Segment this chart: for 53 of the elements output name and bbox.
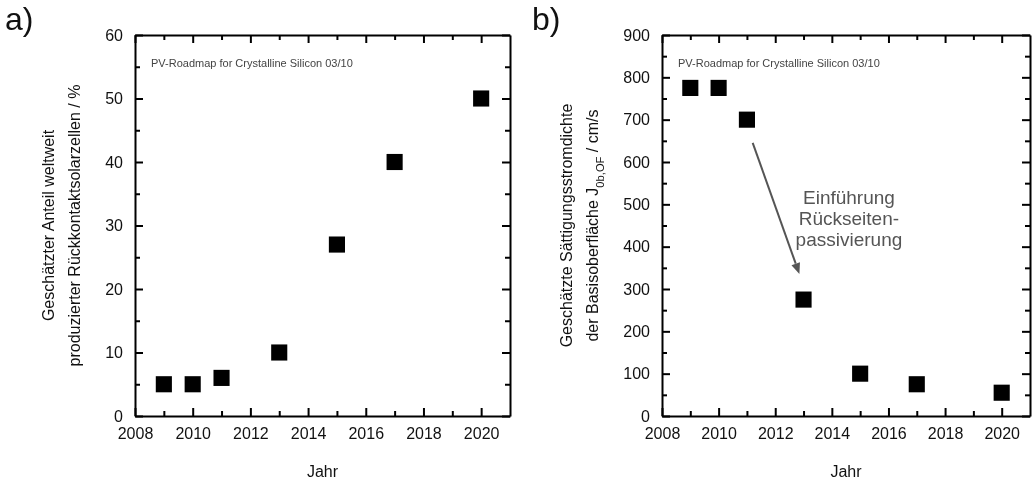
point: [908, 376, 925, 393]
y-axis-title: Geschätzter Anteil weltweit produzierter Rückkontaktsolarzellen / %: [40, 84, 84, 367]
y-tick-label: 200: [623, 322, 651, 340]
y-tick-label: 800: [623, 68, 651, 86]
y-tick-label: 20: [105, 280, 124, 298]
y-tick-label: 300: [623, 280, 651, 298]
y-tick-label: 600: [623, 153, 651, 171]
y-tick-label: 900: [623, 26, 651, 44]
point: [795, 291, 812, 308]
point: [386, 153, 403, 171]
y-tick-label: 40: [105, 153, 124, 171]
x-tick-label: 2020: [984, 425, 1021, 443]
x-tick-label: 2018: [927, 425, 964, 443]
x-tick-label: 2020: [463, 425, 500, 443]
y-tick-label: 30: [105, 217, 124, 235]
x-tick-label: 2010: [175, 425, 212, 443]
chart-title: a): [5, 1, 34, 37]
point: [155, 376, 172, 393]
annotation: Einführung Rückseiten- passivierung: [795, 187, 903, 251]
x-tick-label: 2014: [814, 425, 851, 443]
x-axis-title: Jahr: [306, 463, 339, 480]
x-tick-label: 2012: [757, 425, 794, 443]
point: [710, 79, 727, 96]
annotation: PV-Roadmap for Crystalline Silicon 03/10: [678, 57, 880, 69]
x-tick-label: 2010: [701, 425, 738, 443]
x-tick-label: 2008: [644, 425, 681, 443]
y-tick-label: 700: [623, 111, 651, 129]
y-tick-label: 0: [641, 407, 651, 425]
x-tick-label: 2012: [233, 425, 269, 443]
y-tick-label: 50: [105, 90, 124, 108]
y-tick-label: 60: [105, 26, 124, 44]
y-tick-label: 500: [623, 195, 651, 213]
x-tick-label: 2014: [290, 425, 327, 443]
point: [993, 384, 1010, 401]
y-tick-label: 0: [114, 407, 124, 425]
point: [682, 79, 699, 96]
x-tick-label: 2016: [348, 425, 385, 443]
point: [473, 90, 490, 107]
annotation: PV-Roadmap for Crystalline Silicon 03/10: [151, 57, 353, 69]
x-tick-label: 2008: [117, 425, 154, 443]
point: [738, 111, 755, 128]
chart-title: b): [532, 1, 561, 37]
point: [184, 376, 201, 393]
x-tick-label: 2016: [871, 425, 907, 443]
y-tick-label: 10: [105, 344, 124, 362]
x-axis-title: Jahr: [830, 463, 863, 480]
point: [852, 365, 869, 382]
x-tick-label: 2018: [406, 425, 442, 443]
y-tick-label: 400: [623, 238, 651, 256]
point: [328, 236, 345, 253]
y-tick-label: 100: [623, 365, 651, 383]
point: [213, 369, 230, 386]
point: [271, 344, 288, 361]
